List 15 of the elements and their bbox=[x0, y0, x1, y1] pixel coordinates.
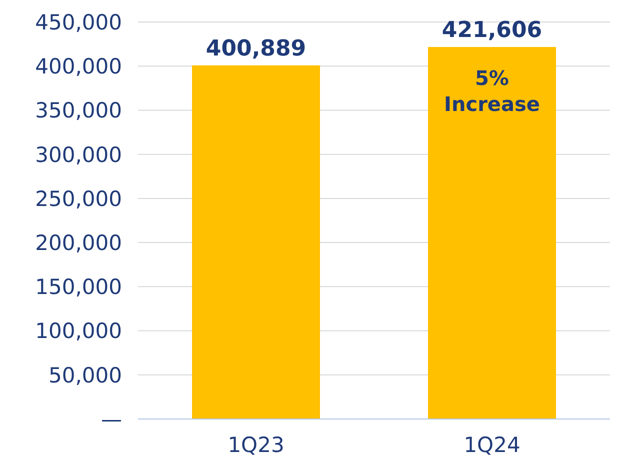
y-tick-label: — bbox=[101, 407, 122, 432]
y-tick-label: 150,000 bbox=[35, 275, 122, 300]
y-tick-label: 100,000 bbox=[35, 319, 122, 344]
x-tick-label: 1Q24 bbox=[464, 432, 520, 457]
annotation: 5% Increase bbox=[444, 66, 540, 116]
y-tick-label: 350,000 bbox=[35, 98, 122, 123]
data-label: 400,889 bbox=[206, 36, 306, 62]
y-tick-label: 300,000 bbox=[35, 142, 122, 167]
y-tick-label: 200,000 bbox=[35, 231, 122, 256]
y-tick-label: 450,000 bbox=[35, 10, 122, 34]
data-label: 421,606 bbox=[442, 18, 542, 44]
y-tick-label: 400,000 bbox=[35, 54, 122, 79]
y-tick-label: 250,000 bbox=[35, 186, 122, 211]
y-tick-label: 50,000 bbox=[48, 363, 122, 388]
x-tick-label: 1Q23 bbox=[228, 432, 284, 457]
